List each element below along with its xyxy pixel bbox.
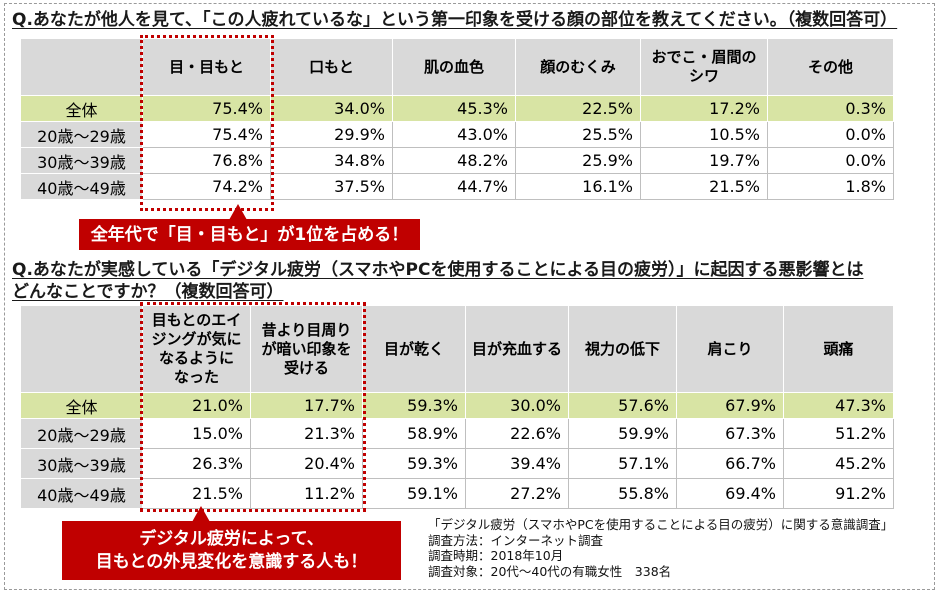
value-cell: 44.7% xyxy=(392,173,516,200)
column-header: 目が充血する xyxy=(465,305,569,393)
survey-note: 「デジタル疲労（スマホやPCを使用することによる目の疲労）に関する意識調査」 調… xyxy=(428,517,893,579)
value-cell: 21.5% xyxy=(142,478,251,509)
value-cell: 55.8% xyxy=(568,478,677,509)
value-cell: 75.4% xyxy=(142,121,271,148)
column-header: その他 xyxy=(767,38,894,96)
value-cell: 37.5% xyxy=(270,173,393,200)
row-label: 30歳～39歳 xyxy=(20,147,143,174)
value-cell: 22.6% xyxy=(465,418,569,449)
value-cell: 22.5% xyxy=(515,95,641,122)
highlight-frame-eye-appearance-columns xyxy=(139,302,366,512)
value-cell: 0.3% xyxy=(767,95,894,122)
row-label: 全体 xyxy=(20,95,143,122)
value-cell: 25.9% xyxy=(515,147,641,174)
value-cell: 74.2% xyxy=(142,173,271,200)
value-cell: 66.7% xyxy=(676,448,784,479)
page-dashed-border xyxy=(4,3,935,590)
callout-eyes-rank-first: 全年代で「目・目もと」が1位を占める！ xyxy=(79,219,420,250)
column-header: 目もとのエイ ジングが気に なるように なった xyxy=(142,305,251,393)
value-cell: 15.0% xyxy=(142,418,251,449)
header-row: 目もとのエイ ジングが気に なるように なった 昔より目周り が暗い印象を 受ける… xyxy=(20,305,894,393)
table-row: 全体 75.4% 34.0% 45.3% 22.5% 17.2% 0.3% xyxy=(20,95,894,122)
callout-eye-appearance-awareness: デジタル疲労によって、 目もとの外見変化を意識する人も！ xyxy=(62,521,401,580)
value-cell: 25.5% xyxy=(515,121,641,148)
value-cell: 16.1% xyxy=(515,173,641,200)
table-tired-face-parts: 目・目もと 口もと 肌の血色 顔のむくみ おでこ・眉間の シワ その他 全体 75.4% 34… xyxy=(20,38,894,200)
column-header: 肩こり xyxy=(676,305,784,393)
value-cell: 0.0% xyxy=(767,147,894,174)
highlight-frame-eyes-column xyxy=(139,35,274,211)
value-cell: 34.8% xyxy=(270,147,393,174)
value-cell: 67.3% xyxy=(676,418,784,449)
question-2-title: Q.あなたが実感している「デジタル疲労（スマホやPCを使用することによる目の疲労… xyxy=(12,260,864,302)
value-cell: 30.0% xyxy=(465,392,569,419)
value-cell: 34.0% xyxy=(270,95,393,122)
value-cell: 20.4% xyxy=(250,448,363,479)
corner-cell xyxy=(20,305,143,393)
value-cell: 58.9% xyxy=(362,418,466,449)
value-cell: 51.2% xyxy=(783,418,894,449)
value-cell: 17.2% xyxy=(640,95,768,122)
value-cell: 39.4% xyxy=(465,448,569,479)
value-cell: 0.0% xyxy=(767,121,894,148)
value-cell: 27.2% xyxy=(465,478,569,509)
table-row: 20歳～29歳 15.0% 21.3% 58.9% 22.6% 59.9% 67.3% 51.… xyxy=(20,418,894,449)
corner-cell xyxy=(20,38,143,96)
callout-pointer xyxy=(229,204,247,220)
value-cell: 10.5% xyxy=(640,121,768,148)
value-cell: 59.9% xyxy=(568,418,677,449)
value-cell: 59.1% xyxy=(362,478,466,509)
table-row: 30歳～39歳 76.8% 34.8% 48.2% 25.9% 19.7% 0.0% xyxy=(20,147,894,174)
value-cell: 47.3% xyxy=(783,392,894,419)
column-header: 目が乾く xyxy=(362,305,466,393)
row-label: 全体 xyxy=(20,392,143,419)
column-header: 顔のむくみ xyxy=(515,38,641,96)
row-label: 40歳～49歳 xyxy=(20,478,143,509)
value-cell: 45.3% xyxy=(392,95,516,122)
value-cell: 67.9% xyxy=(676,392,784,419)
value-cell: 26.3% xyxy=(142,448,251,479)
callout-pointer xyxy=(192,506,210,522)
value-cell: 21.0% xyxy=(142,392,251,419)
survey-note-period: 調査時期：2018年10月 xyxy=(428,548,564,563)
survey-note-target: 調査対象：20代～40代の有職女性 338名 xyxy=(428,563,672,579)
table-digital-fatigue-effects: 目もとのエイ ジングが気に なるように なった 昔より目周り が暗い印象を 受ける… xyxy=(20,305,894,509)
value-cell: 43.0% xyxy=(392,121,516,148)
table-row: 20歳～29歳 75.4% 29.9% 43.0% 25.5% 10.5% 0.0% xyxy=(20,121,894,148)
value-cell: 57.1% xyxy=(568,448,677,479)
column-header: 口もと xyxy=(270,38,393,96)
row-label: 30歳～39歳 xyxy=(20,448,143,479)
table-row: 40歳～49歳 21.5% 11.2% 59.1% 27.2% 55.8% 69.4% 91.… xyxy=(20,478,894,509)
value-cell: 21.3% xyxy=(250,418,363,449)
value-cell: 29.9% xyxy=(270,121,393,148)
value-cell: 69.4% xyxy=(676,478,784,509)
value-cell: 1.8% xyxy=(767,173,894,200)
value-cell: 48.2% xyxy=(392,147,516,174)
value-cell: 19.7% xyxy=(640,147,768,174)
survey-note-title: 「デジタル疲労（スマホやPCを使用することによる目の疲労）に関する意識調査」 xyxy=(428,517,894,532)
value-cell: 75.4% xyxy=(142,95,271,122)
value-cell: 76.8% xyxy=(142,147,271,174)
table-row: 40歳～49歳 74.2% 37.5% 44.7% 16.1% 21.5% 1.8% xyxy=(20,173,894,200)
row-label: 40歳～49歳 xyxy=(20,173,143,200)
column-header: 頭痛 xyxy=(783,305,894,393)
value-cell: 57.6% xyxy=(568,392,677,419)
column-header: おでこ・眉間の シワ xyxy=(640,38,768,96)
table-row: 30歳～39歳 26.3% 20.4% 59.3% 39.4% 57.1% 66.7% 45.… xyxy=(20,448,894,479)
question-1-title: Q.あなたが他人を見て、「この人疲れているな」という第一印象を受ける顔の部位を教… xyxy=(12,10,898,30)
value-cell: 59.3% xyxy=(362,448,466,479)
row-label: 20歳～29歳 xyxy=(20,418,143,449)
value-cell: 91.2% xyxy=(783,478,894,509)
row-label: 20歳～29歳 xyxy=(20,121,143,148)
value-cell: 21.5% xyxy=(640,173,768,200)
column-header: 昔より目周り が暗い印象を 受ける xyxy=(250,305,363,393)
value-cell: 45.2% xyxy=(783,448,894,479)
column-header: 肌の血色 xyxy=(392,38,516,96)
survey-note-method: 調査方法：インターネット調査 xyxy=(428,532,604,548)
column-header: 視力の低下 xyxy=(568,305,677,393)
value-cell: 59.3% xyxy=(362,392,466,419)
value-cell: 11.2% xyxy=(250,478,363,509)
